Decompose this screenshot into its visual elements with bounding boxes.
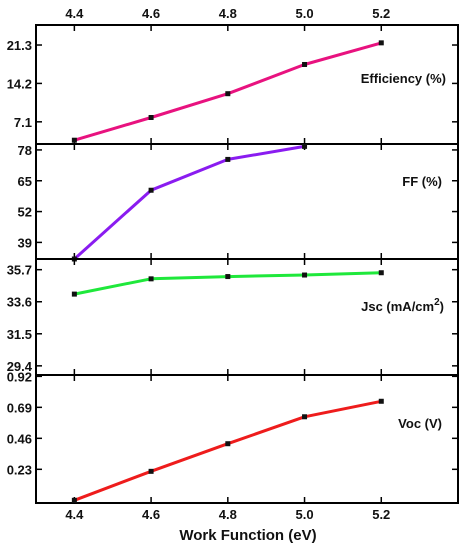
x-tick-label-top: 4.6: [142, 6, 160, 21]
data-point: [225, 274, 231, 280]
x-tick-label-bottom: 4.8: [219, 507, 237, 522]
y-tick-label: 65: [18, 174, 32, 189]
y-tick-label: 0.92: [7, 369, 32, 384]
chart-panels: 7.1 14.2 21.3 Efficiency (%) 39 52 65 78 FF (%) 2…: [7, 24, 459, 504]
y-tick-label: 0.46: [7, 431, 32, 446]
data-point: [148, 276, 154, 282]
y-tick-label: 14.2: [7, 76, 32, 91]
data-point: [71, 497, 77, 503]
x-axis-title: Work Function (eV): [179, 527, 316, 544]
y-tick-label: 33.6: [7, 295, 32, 310]
shared-x-axes: 4.4 4.4 4.6 4.6 4.8 4.8 5.0 5.0 5.2 5.2: [65, 6, 390, 522]
data-point: [71, 291, 77, 297]
x-tick-label-bottom: 4.4: [65, 507, 84, 522]
x-tick-label-bottom: 5.2: [372, 507, 390, 522]
y-tick-label: 21.3: [7, 38, 32, 53]
x-tick-label-top: 4.8: [219, 6, 237, 21]
panel-1: 7.1 14.2 21.3 Efficiency (%): [7, 24, 459, 145]
series-line: [73, 144, 305, 261]
data-point: [225, 156, 231, 162]
data-point: [378, 40, 384, 46]
x-tick-label-bottom: 5.0: [296, 507, 314, 522]
series-label: Voc (V): [398, 416, 442, 431]
x-tick-label-top: 4.4: [65, 6, 84, 21]
y-tick-label: 52: [18, 205, 32, 220]
x-tick-label-bottom: 4.6: [142, 507, 160, 522]
panel-2: 39 52 65 78 FF (%): [18, 143, 459, 262]
data-point: [71, 137, 77, 143]
data-point: [378, 398, 384, 404]
series-label: Efficiency (%): [361, 71, 446, 86]
y-tick-label: 7.1: [14, 115, 32, 130]
data-point: [302, 143, 308, 149]
data-point: [302, 61, 308, 67]
panel-4: 0.23 0.46 0.69 0.92 Voc (V): [7, 369, 459, 504]
series-label: Jsc (mA/cm2): [361, 297, 444, 314]
data-point: [302, 414, 308, 420]
data-point: [225, 441, 231, 447]
y-tick-label: 39: [18, 235, 32, 250]
y-tick-label: 0.23: [7, 462, 32, 477]
panel-3: 29.4 31.5 33.6 35.7 Jsc (mA/cm2): [7, 258, 459, 376]
data-point: [148, 468, 154, 474]
data-point: [225, 91, 231, 97]
panel-frame: [35, 374, 459, 504]
data-point: [302, 272, 308, 278]
data-point: [378, 270, 384, 276]
x-tick-label-top: 5.2: [372, 6, 390, 21]
data-point: [148, 114, 154, 120]
y-tick-label: 35.7: [7, 263, 32, 278]
y-tick-label: 0.69: [7, 400, 32, 415]
y-tick-label: 78: [18, 143, 32, 158]
y-tick-label: 29.4: [7, 359, 33, 374]
x-tick-label-top: 5.0: [296, 6, 314, 21]
series-line: [73, 399, 382, 502]
panel-frame: [35, 143, 459, 260]
series-label: FF (%): [402, 174, 442, 189]
data-point: [148, 187, 154, 193]
y-tick-label: 31.5: [7, 327, 32, 342]
